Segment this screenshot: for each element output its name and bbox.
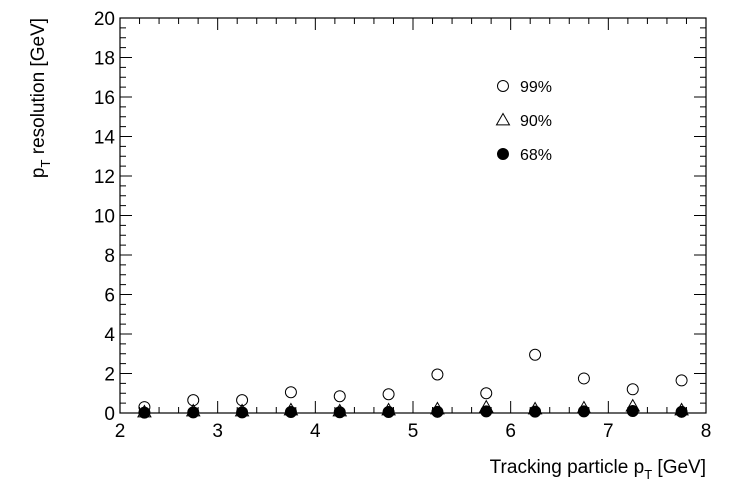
- y-axis-title-subscript: T: [38, 159, 53, 167]
- x-tick-label: 4: [310, 421, 321, 442]
- y-tick-label: 14: [94, 128, 116, 149]
- axis-ticks: [119, 17, 707, 414]
- y-axis-title: pT resolution [GeV]: [28, 18, 53, 178]
- data-markers: [137, 348, 689, 419]
- x-tick-label: 5: [408, 421, 419, 442]
- x-tick-label: 8: [701, 421, 712, 442]
- point-filled-circle: [284, 406, 297, 419]
- y-tick-label: 20: [94, 9, 115, 30]
- point-filled-circle: [480, 405, 493, 418]
- point-filled-circle: [675, 405, 688, 418]
- y-tick-label: 8: [104, 246, 115, 267]
- y-tick-label: 2: [104, 365, 115, 386]
- legend-label: 99%: [520, 79, 552, 96]
- y-tick-label: 0: [104, 404, 115, 425]
- plot-frame: [119, 17, 707, 414]
- x-tick-label: 3: [212, 421, 223, 442]
- point-filled-circle: [382, 406, 395, 419]
- x-tick-label: 6: [505, 421, 516, 442]
- x-tick-label: 7: [603, 421, 614, 442]
- point-filled-circle: [333, 406, 346, 419]
- x-axis-title-subscript: T: [644, 467, 652, 482]
- point-filled-circle: [236, 406, 249, 419]
- legend-marker-open-circle: [497, 80, 509, 92]
- legend-marker-filled-circle: [497, 148, 509, 160]
- legend-label: 90%: [520, 113, 552, 130]
- point-filled-circle: [577, 405, 590, 418]
- point-filled-circle: [529, 405, 542, 418]
- point-open-circle: [480, 387, 493, 400]
- x-axis-title: Tracking particle pT [GeV]: [490, 457, 706, 482]
- y-tick-label: 18: [94, 49, 115, 70]
- y-axis-title-rest: resolution [GeV]: [28, 18, 49, 160]
- legend-label: 68%: [520, 147, 552, 164]
- point-open-circle: [626, 383, 639, 396]
- point-open-circle: [675, 374, 688, 387]
- y-tick-label: 10: [94, 207, 115, 228]
- point-open-circle: [577, 372, 590, 385]
- point-open-circle: [333, 390, 346, 403]
- y-tick-label: 6: [104, 286, 115, 307]
- y-tick-label: 4: [104, 325, 115, 346]
- point-filled-circle: [138, 406, 151, 419]
- y-tick-label: 16: [94, 88, 115, 109]
- point-open-circle: [236, 394, 249, 407]
- point-open-circle: [529, 348, 542, 361]
- point-open-circle: [382, 388, 395, 401]
- point-filled-circle: [187, 406, 200, 419]
- legend: 99% 90% 68%: [495, 79, 552, 164]
- point-filled-circle: [431, 405, 444, 418]
- point-open-circle: [284, 386, 297, 399]
- y-tick-label: 12: [94, 167, 115, 188]
- point-open-circle: [187, 394, 200, 407]
- point-open-circle: [431, 368, 444, 381]
- legend-marker-open-triangle: [495, 112, 511, 126]
- x-tick-label: 2: [115, 421, 126, 442]
- x-axis-title-unit: [GeV]: [652, 457, 706, 478]
- point-filled-circle: [626, 405, 639, 418]
